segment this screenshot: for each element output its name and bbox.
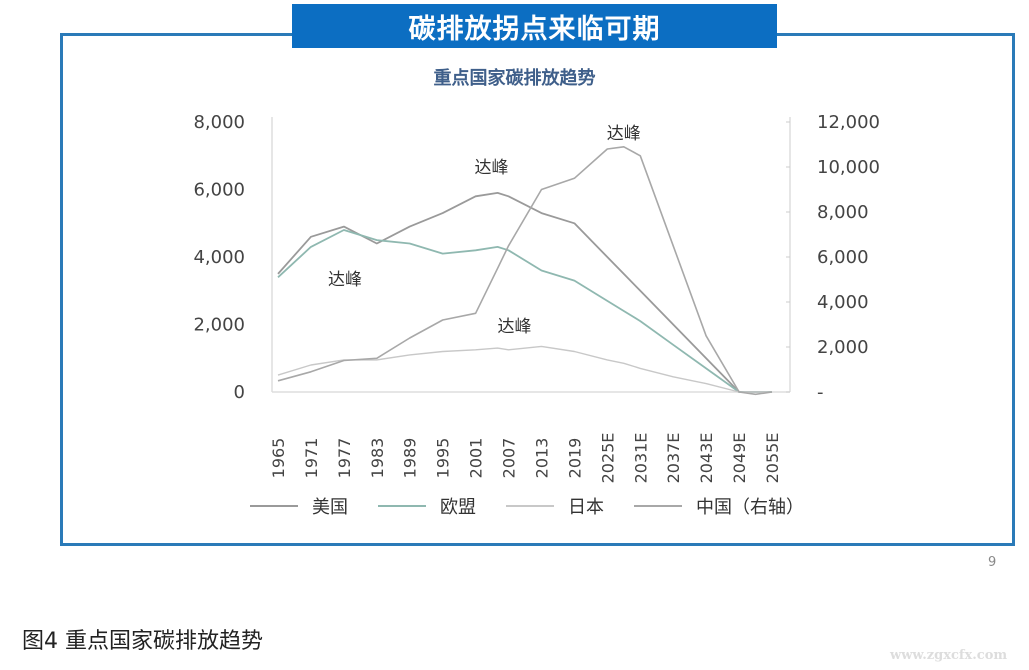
legend-item-eu: 欧盟 xyxy=(378,493,476,519)
chart-frame xyxy=(60,33,1015,546)
right-axis-tick: 4,000 xyxy=(817,292,869,313)
legend-label: 美国 xyxy=(312,497,348,518)
legend-swatch xyxy=(634,505,682,507)
right-axis-tick: 12,000 xyxy=(817,112,880,133)
right-axis-tick: - xyxy=(817,382,824,403)
right-axis-tick: 6,000 xyxy=(817,247,869,268)
legend-label: 欧盟 xyxy=(440,497,476,518)
right-axis-tick: 10,000 xyxy=(817,157,880,178)
peak-annotation: 达峰 xyxy=(498,317,532,337)
x-axis-tick: 2043E xyxy=(697,433,716,484)
page-number: 9 xyxy=(988,555,997,570)
axis-labels: 8,000 6,000 4,000 2,000 0 12,000 10,000 8,000 6,… xyxy=(193,112,880,483)
legend-swatch xyxy=(506,505,554,507)
figure-caption: 图4 重点国家碳排放趋势 xyxy=(22,629,263,654)
peak-annotation: 达峰 xyxy=(328,270,362,290)
left-axis-tick: 4,000 xyxy=(193,247,245,268)
left-axis-tick: 2,000 xyxy=(193,315,245,336)
series-line xyxy=(277,146,773,396)
legend-label: 中国（右轴） xyxy=(696,497,804,518)
x-axis-tick: 1977 xyxy=(335,438,354,479)
x-axis-tick: 2031E xyxy=(631,433,650,484)
right-axis-tick: 2,000 xyxy=(817,337,869,358)
legend-swatch xyxy=(250,505,298,507)
x-axis-tick: 2007 xyxy=(500,438,519,479)
series-line xyxy=(277,345,772,393)
x-axis-tick: 1989 xyxy=(401,438,420,479)
legend-item-japan: 日本 xyxy=(506,493,604,519)
x-axis-tick: 2013 xyxy=(532,438,551,479)
x-axis-tick: 2019 xyxy=(565,438,584,479)
series-lines xyxy=(277,146,773,396)
legend-item-us: 美国 xyxy=(250,493,348,519)
x-axis-tick: 2001 xyxy=(467,438,486,479)
x-axis-tick: 1983 xyxy=(368,438,387,479)
right-axis-tick: 8,000 xyxy=(817,202,869,223)
peak-annotation: 达峰 xyxy=(607,124,641,144)
x-axis-tick: 2037E xyxy=(664,433,683,484)
banner-title: 碳排放拐点来临可期 xyxy=(292,4,777,48)
series-line xyxy=(277,229,772,393)
x-axis-tick: 2049E xyxy=(730,433,749,484)
left-axis-tick: 8,000 xyxy=(193,112,245,133)
watermark: www.zgxcfx.com xyxy=(890,648,1008,663)
x-axis-tick: 2055E xyxy=(763,433,782,484)
x-axis-tick: 2025E xyxy=(598,433,617,484)
legend: 美国 欧盟 日本 中国（右轴） xyxy=(250,493,834,519)
left-axis-tick: 0 xyxy=(234,382,245,403)
peak-annotation: 达峰 xyxy=(475,158,509,178)
x-axis-tick: 1971 xyxy=(302,438,321,479)
left-axis-tick: 6,000 xyxy=(193,180,245,201)
legend-label: 日本 xyxy=(568,497,604,518)
axes xyxy=(271,117,791,393)
legend-item-china: 中国（右轴） xyxy=(634,493,804,519)
x-axis-tick: 1965 xyxy=(269,438,288,479)
series-line xyxy=(277,191,772,393)
x-axis-tick: 1995 xyxy=(434,438,453,479)
legend-swatch xyxy=(378,505,426,507)
chart-title: 重点国家碳排放趋势 xyxy=(433,68,596,89)
